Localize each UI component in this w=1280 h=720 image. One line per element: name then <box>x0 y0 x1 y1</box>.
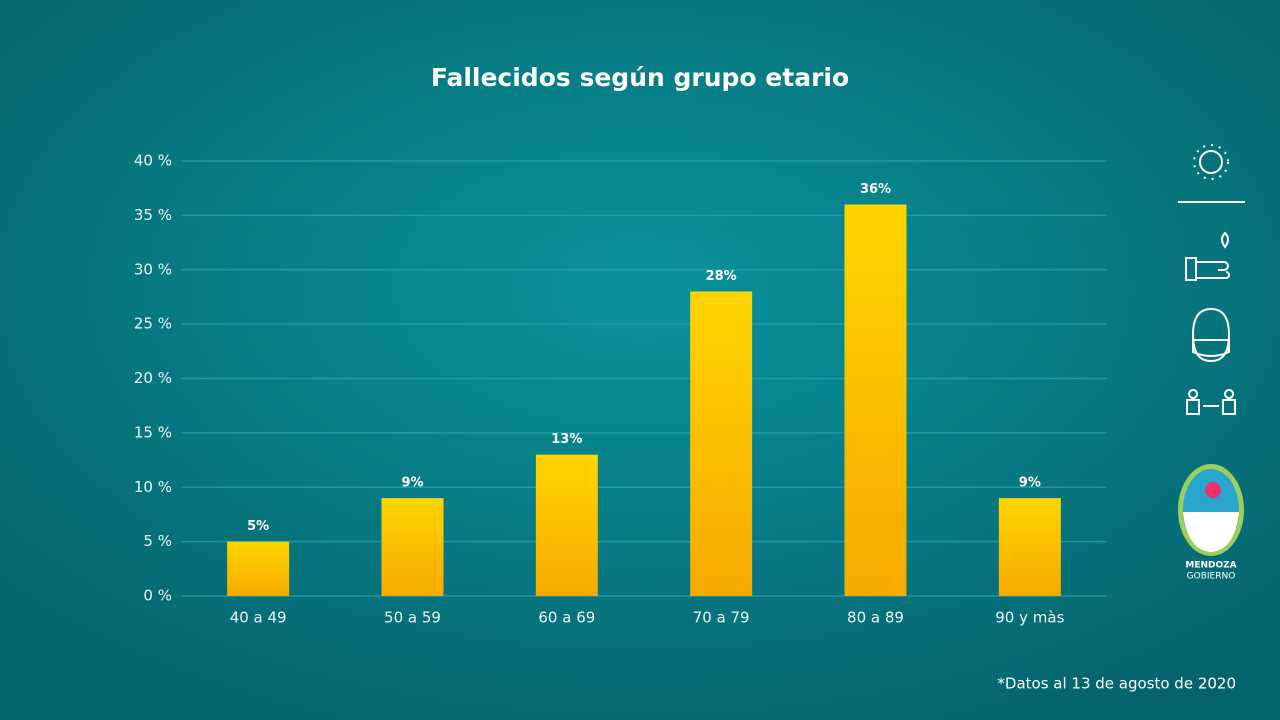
mask-icon <box>1191 307 1231 363</box>
x-tick-label: 60 a 69 <box>538 609 595 627</box>
logo-text: MENDOZA <box>1185 561 1236 571</box>
value-label: 5% <box>247 519 269 534</box>
y-tick-label: 5 % <box>143 532 172 550</box>
handwash-icon <box>1185 231 1230 281</box>
bar <box>844 204 907 596</box>
chart-title: Fallecidos según grupo etario <box>431 63 849 92</box>
bar <box>690 291 753 596</box>
x-tick-label: 70 a 79 <box>693 609 750 627</box>
bar <box>227 541 290 596</box>
y-tick-label: 0 % <box>143 587 172 605</box>
x-tick-label: 40 a 49 <box>230 609 287 627</box>
side-icons: MENDOZA GOBIERNO <box>1178 144 1245 582</box>
y-tick-label: 35 % <box>134 206 172 224</box>
bar <box>535 454 598 596</box>
y-tick-label: 25 % <box>134 315 172 333</box>
y-tick-label: 40 % <box>134 152 172 170</box>
value-label: 28% <box>706 269 737 284</box>
logo-text: GOBIERNO <box>1187 572 1236 582</box>
bar <box>998 498 1061 596</box>
y-tick-label: 20 % <box>134 369 172 387</box>
value-label: 13% <box>551 432 582 447</box>
footnote: *Datos al 13 de agosto de 2020 <box>997 675 1236 693</box>
bar <box>381 498 444 596</box>
y-tick-label: 15 % <box>134 423 172 441</box>
distance-icon <box>1186 389 1236 415</box>
x-tick-label: 90 y màs <box>995 609 1064 627</box>
x-tick-label: 80 a 89 <box>847 609 904 627</box>
virus-icon <box>1199 150 1223 174</box>
logo-cap <box>1205 482 1221 498</box>
x-tick-label: 50 a 59 <box>384 609 441 627</box>
virus-spikes <box>1193 144 1229 180</box>
value-label: 9% <box>1019 476 1041 491</box>
value-label: 9% <box>401 476 423 491</box>
value-label: 36% <box>860 182 891 197</box>
logo-lower <box>1183 512 1239 552</box>
y-tick-label: 30 % <box>134 260 172 278</box>
y-tick-label: 10 % <box>134 478 172 496</box>
